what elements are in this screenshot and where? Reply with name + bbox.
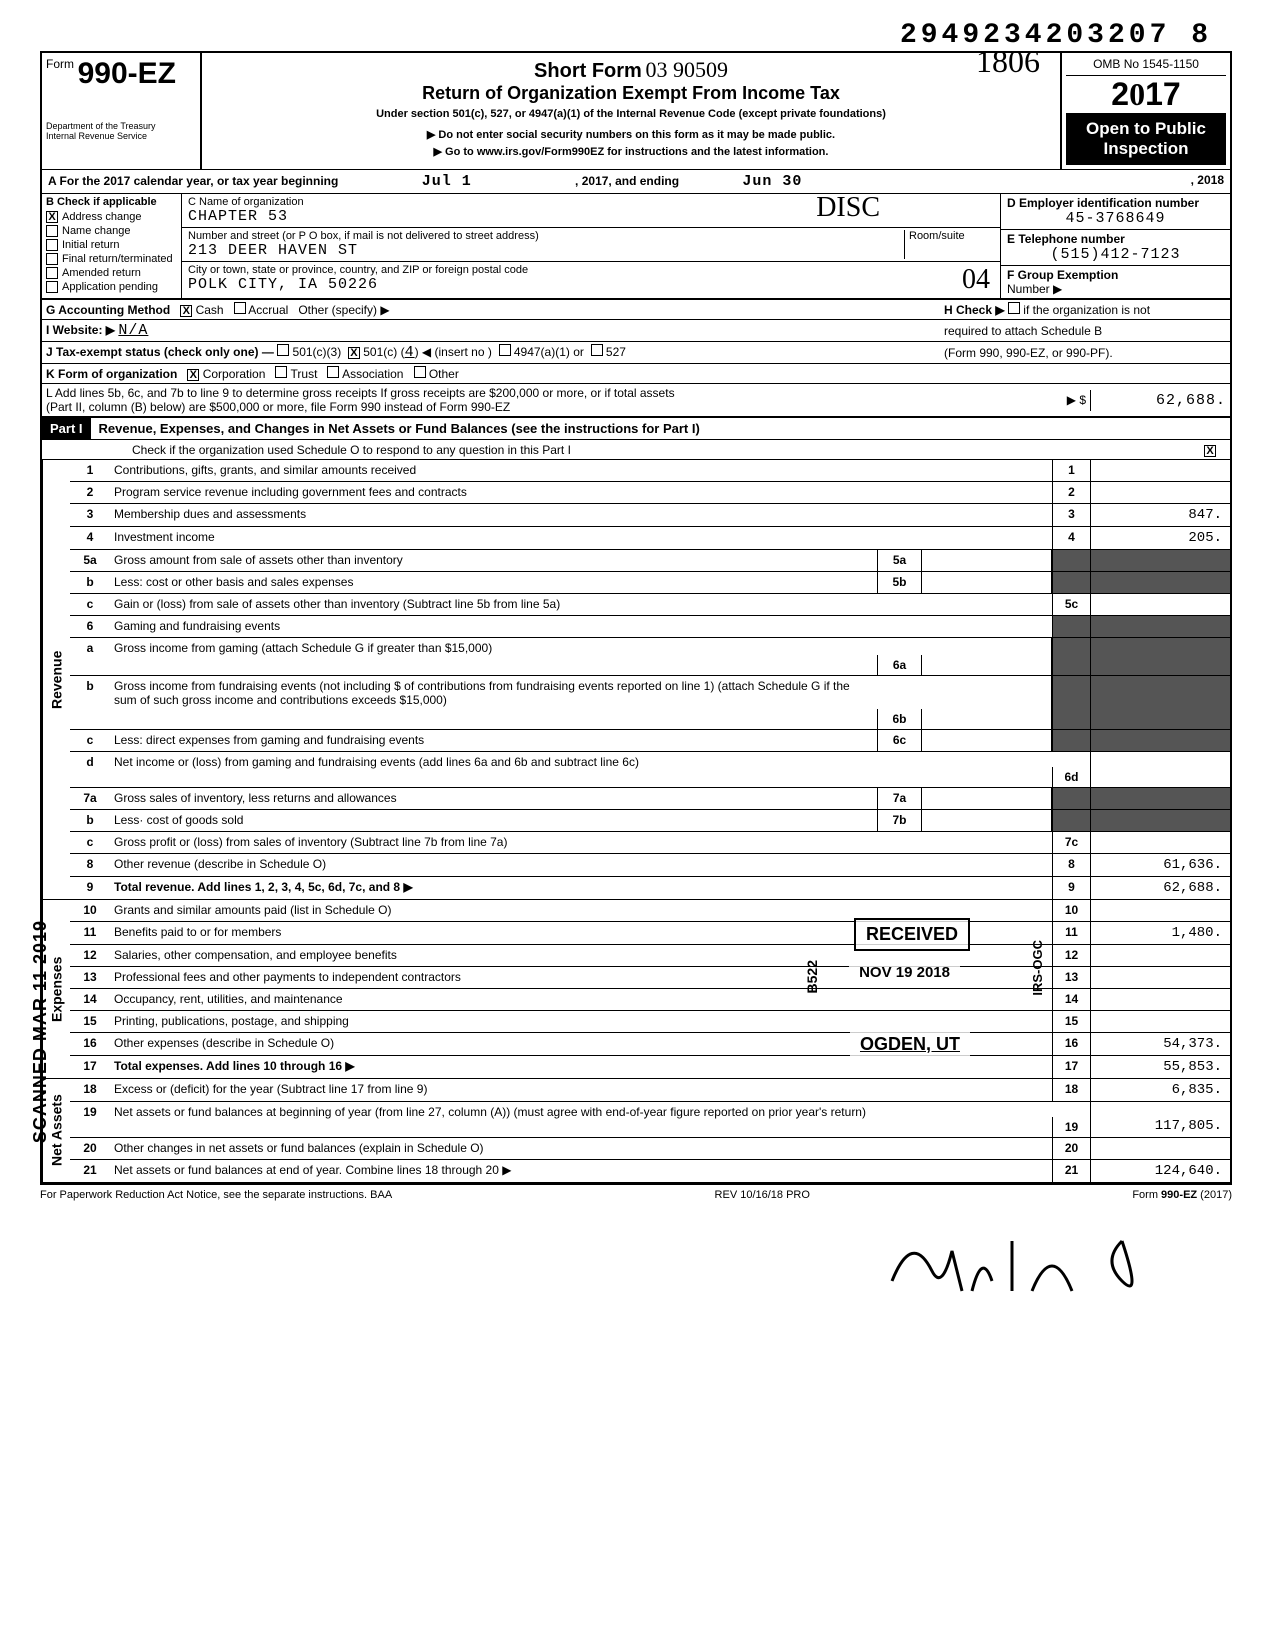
e-label: E Telephone number — [1007, 232, 1224, 246]
g-label: G Accounting Method — [46, 303, 170, 317]
b522-stamp: B522 — [804, 960, 820, 993]
website: N/A — [118, 322, 148, 339]
dept-label: Department of the Treasury — [46, 121, 196, 131]
cb-other[interactable] — [414, 366, 426, 378]
short-form-label: Short Form — [534, 60, 642, 82]
room-label: Room/suite — [904, 230, 994, 259]
j-label: J Tax-exempt status (check only one) — — [46, 345, 274, 359]
l-line2: (Part II, column (B) below) are $500,000… — [46, 400, 510, 414]
d-label: D Employer identification number — [1007, 196, 1224, 210]
cb-cash[interactable]: X — [180, 305, 192, 317]
org-addr: 213 DEER HAVEN ST — [188, 242, 358, 259]
hand-04: 04 — [962, 264, 990, 296]
cb-assoc[interactable] — [327, 366, 339, 378]
open-public-2: Inspection — [1070, 139, 1222, 159]
hand-disc: DISC — [816, 192, 880, 224]
part1-title: Revenue, Expenses, and Changes in Net As… — [91, 421, 700, 436]
info-grid: B Check if applicable XAddress change Na… — [40, 194, 1232, 300]
cb-pending[interactable] — [46, 281, 58, 293]
city-label: City or town, state or province, country… — [188, 264, 994, 276]
expenses-side-label: Expenses — [42, 900, 70, 1078]
footer-right: Form 990-EZ (2017) — [1132, 1189, 1232, 1201]
h-text2: required to attach Schedule B — [940, 322, 1230, 340]
h-text3: (Form 990, 990-EZ, or 990-PF). — [940, 344, 1230, 362]
title-line2: Under section 501(c), 527, or 4947(a)(1)… — [206, 108, 1056, 120]
cb-501c3[interactable] — [277, 344, 289, 356]
f-label2: Number ▶ — [1007, 282, 1224, 296]
form-number: 990-EZ — [78, 57, 176, 90]
footer-left: For Paperwork Reduction Act Notice, see … — [40, 1189, 392, 1201]
hand-top: 03 90509 — [645, 57, 728, 82]
part1-check-line: Check if the organization used Schedule … — [42, 441, 1200, 459]
form-header: Form 990-EZ Department of the Treasury I… — [40, 51, 1232, 169]
cb-501c[interactable]: X — [348, 347, 360, 359]
k-label: K Form of organization — [46, 367, 177, 381]
signature-icon — [872, 1211, 1172, 1311]
i-label: I Website: ▶ — [46, 323, 115, 337]
cb-h[interactable] — [1008, 302, 1020, 314]
cb-part1[interactable]: X — [1204, 445, 1216, 457]
ogden-stamp: OGDEN, UT — [850, 1030, 970, 1059]
phone: (515)412-7123 — [1007, 246, 1224, 263]
netassets-side-label: Net Assets — [42, 1079, 70, 1182]
org-city: POLK CITY, IA 50226 — [188, 276, 378, 293]
org-name: CHAPTER 53 — [188, 208, 288, 225]
open-public-1: Open to Public — [1070, 119, 1222, 139]
revenue-side-label: Revenue — [42, 460, 70, 899]
title-line1: Return of Organization Exempt From Incom… — [206, 83, 1056, 104]
cb-initial[interactable] — [46, 239, 58, 251]
title-line3: Do not enter social security numbers on … — [206, 128, 1056, 141]
l-arrow: ▶ $ — [1030, 391, 1090, 409]
l-value: 62,688. — [1090, 390, 1230, 411]
received-stamp: RECEIVED — [854, 918, 970, 951]
cb-trust[interactable] — [275, 366, 287, 378]
footer-mid: REV 10/16/18 PRO — [715, 1189, 810, 1201]
cb-name-change[interactable] — [46, 225, 58, 237]
ein: 45-3768649 — [1007, 210, 1224, 227]
title-line4: Go to www.irs.gov/Form990EZ for instruct… — [206, 145, 1056, 158]
signature-area — [40, 1211, 1232, 1314]
l-line1: L Add lines 5b, 6c, and 7b to line 9 to … — [46, 386, 1026, 400]
omb-label: OMB No 1545-1150 — [1066, 57, 1226, 76]
cb-527[interactable] — [591, 344, 603, 356]
b-title: B Check if applicable — [42, 194, 181, 210]
irsogc-stamp: IRS-OGC — [1030, 940, 1045, 996]
h-label: H Check ▶ — [944, 303, 1005, 317]
cb-final[interactable] — [46, 253, 58, 265]
period-row: A For the 2017 calendar year, or tax yea… — [40, 169, 1232, 194]
cb-4947[interactable] — [499, 344, 511, 356]
part1-header: Part I — [42, 418, 91, 439]
cb-amended[interactable] — [46, 267, 58, 279]
addr-label: Number and street (or P O box, if mail i… — [188, 230, 904, 242]
dln-number: 2949234203207 8 — [40, 20, 1232, 51]
hand-1806: 1806 — [976, 43, 1040, 80]
form-prefix: Form — [46, 57, 74, 71]
cb-accrual[interactable] — [234, 302, 246, 314]
f-label: F Group Exemption — [1007, 268, 1224, 282]
cb-address-change[interactable]: X — [46, 211, 58, 223]
irs-label: Internal Revenue Service — [46, 131, 196, 141]
cb-corp[interactable]: X — [187, 369, 199, 381]
date-stamp: NOV 19 2018 — [849, 960, 960, 985]
